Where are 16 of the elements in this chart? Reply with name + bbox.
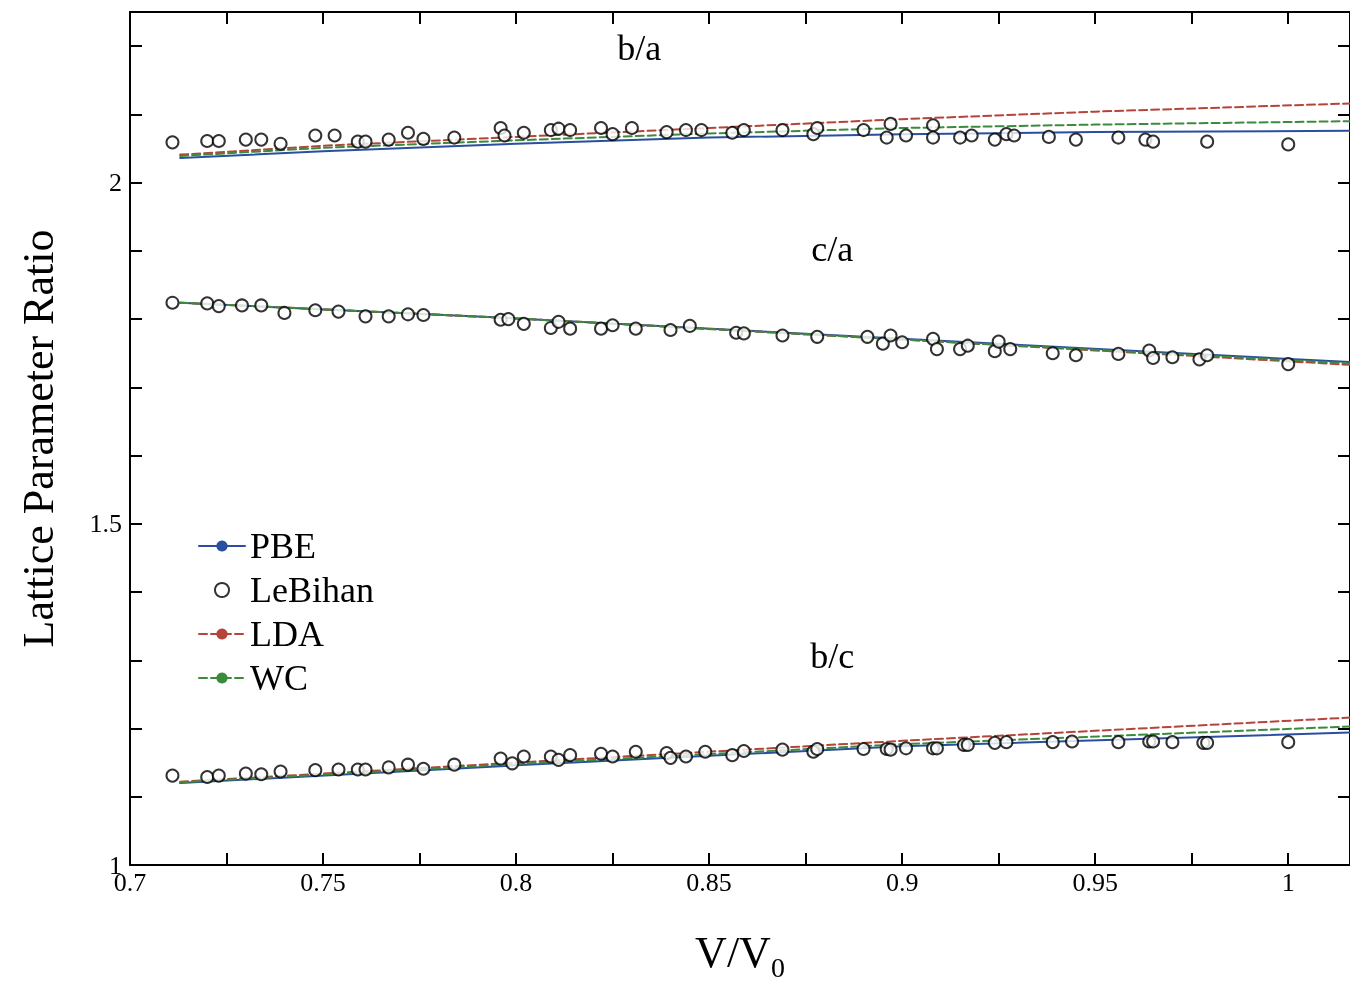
- y-tick-label: 1.5: [89, 509, 122, 539]
- legend-label: LeBihan: [250, 570, 374, 610]
- x-tick-label: 0.9: [885, 867, 919, 897]
- annotation: c/a: [811, 228, 854, 269]
- x-tick-label: 0.75: [300, 867, 346, 897]
- x-tick-label: 1: [1281, 867, 1295, 897]
- legend-label: PBE: [250, 526, 317, 566]
- x-tick-label: 0.85: [686, 867, 732, 897]
- annotation: b/a: [617, 27, 662, 68]
- x-tick-label: 0.95: [1072, 867, 1118, 897]
- y-axis-title: Lattice Parameter Ratio: [13, 229, 63, 648]
- x-tick-label: 0.8: [499, 867, 533, 897]
- legend-label: LDA: [250, 614, 324, 654]
- annotation: b/c: [810, 636, 855, 677]
- y-tick-label: 2: [109, 168, 122, 198]
- legend-label: WC: [250, 658, 308, 698]
